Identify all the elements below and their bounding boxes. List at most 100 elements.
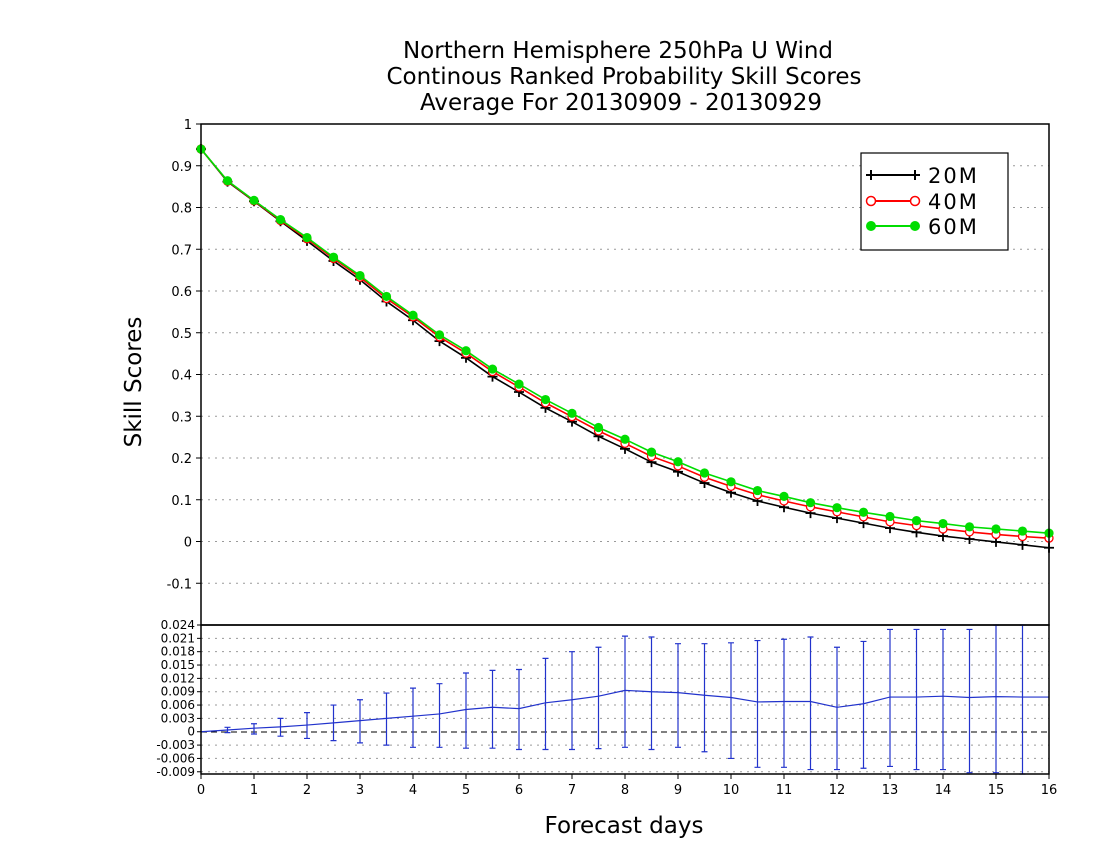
error-bar (595, 646, 602, 750)
error-bar (648, 636, 655, 751)
top-y-tick-label: 0.1 (171, 494, 192, 509)
error-bar (675, 643, 681, 748)
point-60m (275, 215, 286, 225)
point-60m (964, 522, 975, 532)
error-bar (834, 646, 840, 771)
point-60m (381, 291, 392, 302)
point-60m (249, 195, 259, 206)
point-60m (408, 310, 418, 320)
point-60m (434, 330, 445, 340)
error-bar (754, 639, 761, 768)
x-tick-label: 8 (621, 783, 629, 798)
top-y-tick-label: 1 (184, 118, 192, 133)
bottom-y-tick-label: 0.003 (161, 711, 195, 725)
x-tick-label: 13 (882, 783, 899, 798)
error-bar (542, 657, 549, 751)
difference-line (200, 689, 1049, 733)
legend-label-60m: 60M (928, 215, 979, 239)
point-60m (328, 252, 339, 262)
point-60m (487, 364, 498, 374)
x-tick-label: 6 (515, 783, 523, 798)
error-bar (251, 723, 257, 735)
point-60m (646, 447, 657, 457)
x-tick-label: 4 (409, 783, 417, 798)
x-tick-label: 10 (723, 783, 740, 798)
error-bar (940, 628, 946, 771)
top-y-tick-label: 0.2 (171, 452, 192, 467)
error-bar (1019, 624, 1026, 775)
bottom-y-tick-label: 0 (187, 725, 195, 739)
x-tick-label: 12 (829, 783, 846, 798)
error-bar (410, 687, 416, 748)
point-60m (461, 346, 471, 356)
difference-series (200, 689, 1049, 733)
bottom-y-tick-label: -0.006 (156, 751, 195, 765)
bottom-y-tick-label: 0.018 (161, 645, 195, 659)
point-20m (1017, 539, 1028, 550)
point-60m (593, 422, 604, 433)
top-y-tick-label: 0.9 (171, 160, 192, 175)
error-bar (622, 635, 628, 748)
point-60m (991, 524, 1001, 534)
legend: 20M 40M 60M (860, 152, 1009, 251)
x-tick-label: 3 (356, 783, 364, 798)
point-60m (726, 477, 736, 487)
x-tick-label: 7 (568, 783, 576, 798)
difference-error-bars (224, 624, 1026, 775)
top-y-tick-label: 0.5 (171, 327, 192, 342)
legend-marker-20m (866, 170, 920, 180)
x-tick-label: 0 (197, 783, 205, 798)
point-60m (620, 434, 630, 444)
error-bar (781, 638, 787, 768)
x-tick-label: 11 (776, 783, 793, 798)
bottom-y-tick-label: -0.003 (156, 738, 195, 752)
point-60m (805, 498, 816, 508)
x-tick-label: 15 (988, 783, 1005, 798)
error-bar (993, 624, 999, 774)
error-bar (966, 628, 973, 774)
error-bar (516, 668, 522, 751)
legend-marker-40m-left (865, 195, 877, 207)
point-60m (302, 232, 312, 243)
point-60m (222, 176, 233, 186)
top-y-tick-label: 0.6 (171, 285, 192, 300)
error-bar (913, 628, 920, 771)
error-bar (436, 683, 443, 748)
top-panel-y-ticks: 1 0.9 0.8 0.7 0.6 0.5 0.4 0.3 0.2 0.1 0 -0.1 (167, 118, 201, 592)
top-y-tick-label: 0.7 (171, 243, 192, 258)
x-tick-label: 1 (250, 783, 258, 798)
point-60m (355, 270, 365, 281)
x-tick-label: 2 (303, 783, 311, 798)
error-bar (887, 628, 893, 768)
x-axis-title: Forecast days (545, 813, 704, 839)
bottom-y-tick-label: 0.012 (161, 671, 195, 685)
point-60m (885, 511, 895, 522)
bottom-y-tick-label: 0.024 (161, 618, 195, 632)
x-tick-label: 9 (674, 783, 682, 798)
legend-entry-60m: 60M (866, 215, 979, 239)
point-60m (858, 507, 869, 517)
error-bar (860, 640, 867, 769)
top-y-tick-label: 0.4 (171, 369, 192, 384)
point-60m (567, 408, 577, 418)
x-tick-label: 14 (935, 783, 952, 798)
error-bar (463, 672, 469, 749)
error-bar (489, 669, 496, 749)
x-axis-ticks: 0 1 2 3 4 5 6 7 8 9 10 11 12 13 14 15 16 (197, 774, 1057, 798)
error-bar (383, 692, 390, 746)
point-60m (699, 468, 710, 478)
error-bar (569, 651, 575, 751)
top-y-tick-label: 0.8 (171, 202, 192, 217)
top-y-tick-label: 0.3 (171, 410, 192, 425)
bottom-y-tick-label: 0.006 (161, 698, 195, 712)
top-panel-series (196, 144, 1054, 553)
legend-marker-40m-right (909, 195, 921, 207)
bottom-panel-y-ticks: 0.0240.0210.0180.0150.0120.0090.0060.003… (156, 618, 201, 779)
bottom-y-tick-label: 0.015 (161, 658, 195, 672)
error-bar (728, 642, 734, 760)
point-60m (514, 379, 524, 389)
point-60m (911, 516, 922, 526)
point-60m (832, 503, 842, 513)
y-axis-title: Skill Scores (121, 317, 147, 448)
